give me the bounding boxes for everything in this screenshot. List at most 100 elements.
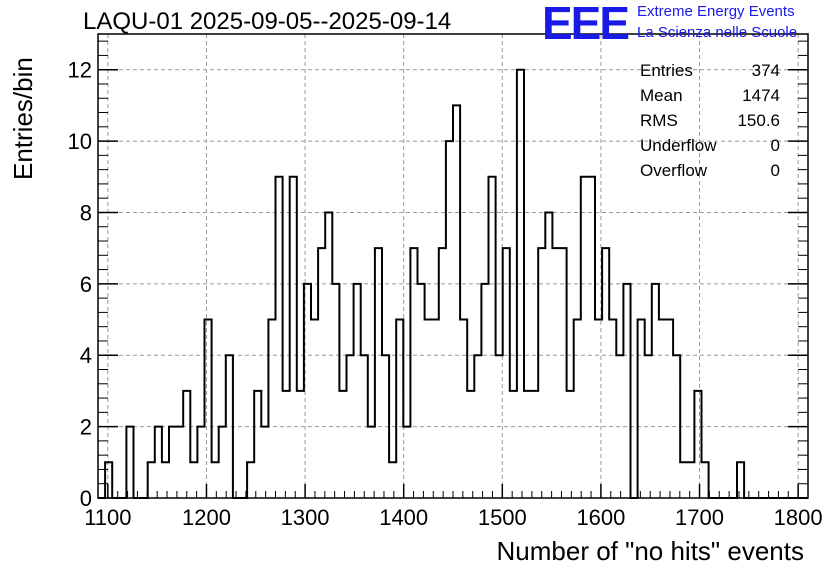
y-axis-ticks: 0 2 4 6 8 10 12: [68, 40, 808, 511]
histogram-bin: [261, 427, 268, 498]
x-tick-label: 1800: [774, 505, 823, 530]
histogram-bin: [481, 284, 488, 498]
histogram-bin: [524, 391, 531, 498]
histogram-bin: [212, 462, 219, 498]
y-tick-label: 12: [68, 58, 92, 83]
histogram-bin: [581, 177, 588, 498]
stats-label: Underflow: [640, 136, 717, 155]
histogram-bin: [467, 391, 474, 498]
histogram-bin: [354, 284, 361, 498]
histogram-bin: [396, 320, 403, 498]
stats-label: RMS: [640, 111, 678, 130]
histogram-bin: [219, 427, 226, 498]
histogram-bin: [389, 462, 396, 498]
histogram-bin: [666, 320, 673, 498]
x-tick-label: 1500: [478, 505, 527, 530]
histogram-bin: [574, 320, 581, 498]
histogram-bin: [332, 284, 339, 498]
histogram-bin: [169, 427, 176, 498]
stats-row-entries: Entries 374: [640, 58, 780, 83]
y-tick-label: 10: [68, 129, 92, 154]
histogram-bin: [183, 391, 190, 498]
stats-label: Mean: [640, 86, 683, 105]
histogram-bin: [503, 248, 510, 498]
histogram-bin: [148, 462, 155, 498]
histogram-bin: [623, 284, 630, 498]
histogram-bin: [339, 391, 346, 498]
stats-value: 374: [751, 61, 780, 80]
histogram-bin: [197, 427, 204, 498]
histogram-bin: [659, 320, 666, 498]
histogram-bin: [410, 248, 417, 498]
histogram-bin: [510, 391, 517, 498]
histogram-bin: [638, 320, 645, 498]
histogram-outline: [98, 68, 808, 499]
x-tick-label: 1200: [182, 505, 231, 530]
histogram-bin: [425, 320, 432, 498]
logo-line-1: Extreme Energy Events: [637, 3, 795, 20]
histogram-bin: [162, 462, 169, 498]
histogram-bin: [126, 427, 133, 498]
histogram-bin: [105, 462, 112, 498]
histogram-bin: [552, 248, 559, 498]
stats-value: 0: [770, 136, 780, 155]
x-tick-label: 1600: [576, 505, 625, 530]
histogram-bin: [283, 391, 290, 498]
histogram-bin: [368, 427, 375, 498]
histogram-bin: [538, 248, 545, 498]
stats-value: 150.6: [737, 111, 780, 130]
stats-label: Entries: [640, 61, 693, 80]
histogram-bin: [268, 320, 275, 498]
x-axis-label: Number of "no hits" events: [496, 536, 805, 566]
x-tick-label: 1700: [675, 505, 724, 530]
histogram-bin: [432, 320, 439, 498]
y-tick-label: 8: [80, 200, 92, 225]
x-tick-label: 1400: [379, 505, 428, 530]
stats-row-mean: Mean 1474: [640, 83, 780, 108]
histogram-bin: [418, 284, 425, 498]
histogram-bin: [702, 462, 709, 498]
histogram-bin: [531, 391, 538, 498]
histogram-bin: [602, 248, 609, 498]
histogram-bin: [311, 320, 318, 498]
histogram-bin: [460, 320, 467, 498]
histogram-bin: [609, 320, 616, 498]
chart-title: LAQU-01 2025-09-05--2025-09-14: [83, 8, 452, 35]
histogram-bin: [446, 141, 453, 498]
stats-box: Entries 374 Mean 1474 RMS 150.6 Underflo…: [640, 58, 780, 183]
histogram-bin: [276, 177, 283, 498]
histogram-bin: [588, 177, 595, 498]
histogram-bin: [680, 462, 687, 498]
histogram-bin: [567, 391, 574, 498]
logo-line-2: La Scienza nelle Scuole: [637, 24, 798, 41]
logo-text: EEE: [542, 0, 630, 49]
histogram-bin: [290, 177, 297, 498]
histogram-bin: [318, 248, 325, 498]
histogram-bin: [247, 462, 254, 498]
histogram-bin: [560, 248, 567, 498]
histogram-bin: [453, 105, 460, 498]
histogram-bin: [439, 248, 446, 498]
stats-label: Overflow: [640, 161, 708, 180]
stats-row-overflow: Overflow 0: [640, 158, 780, 183]
stats-value: 0: [770, 161, 780, 180]
histogram-bin: [489, 177, 496, 498]
histogram-bin: [297, 391, 304, 498]
histogram-bin: [375, 248, 382, 498]
histogram-bin: [205, 320, 212, 498]
histogram-bin: [687, 462, 694, 498]
stats-row-underflow: Underflow 0: [640, 133, 780, 158]
histogram-bin: [652, 284, 659, 498]
y-tick-label: 4: [80, 343, 92, 368]
y-tick-label: 0: [80, 486, 92, 511]
histogram-bin: [737, 462, 744, 498]
x-axis-ticks: 1100 1200 1300 1400 1500 1600 1700 1800: [84, 484, 823, 530]
histogram-bin: [694, 391, 701, 498]
x-tick-label: 1100: [84, 505, 131, 530]
y-axis-label: Entries/bin: [8, 57, 38, 180]
histogram-bin: [176, 427, 183, 498]
y-tick-label: 6: [80, 272, 92, 297]
stats-row-rms: RMS 150.6: [640, 108, 780, 133]
y-tick-label: 2: [80, 415, 92, 440]
